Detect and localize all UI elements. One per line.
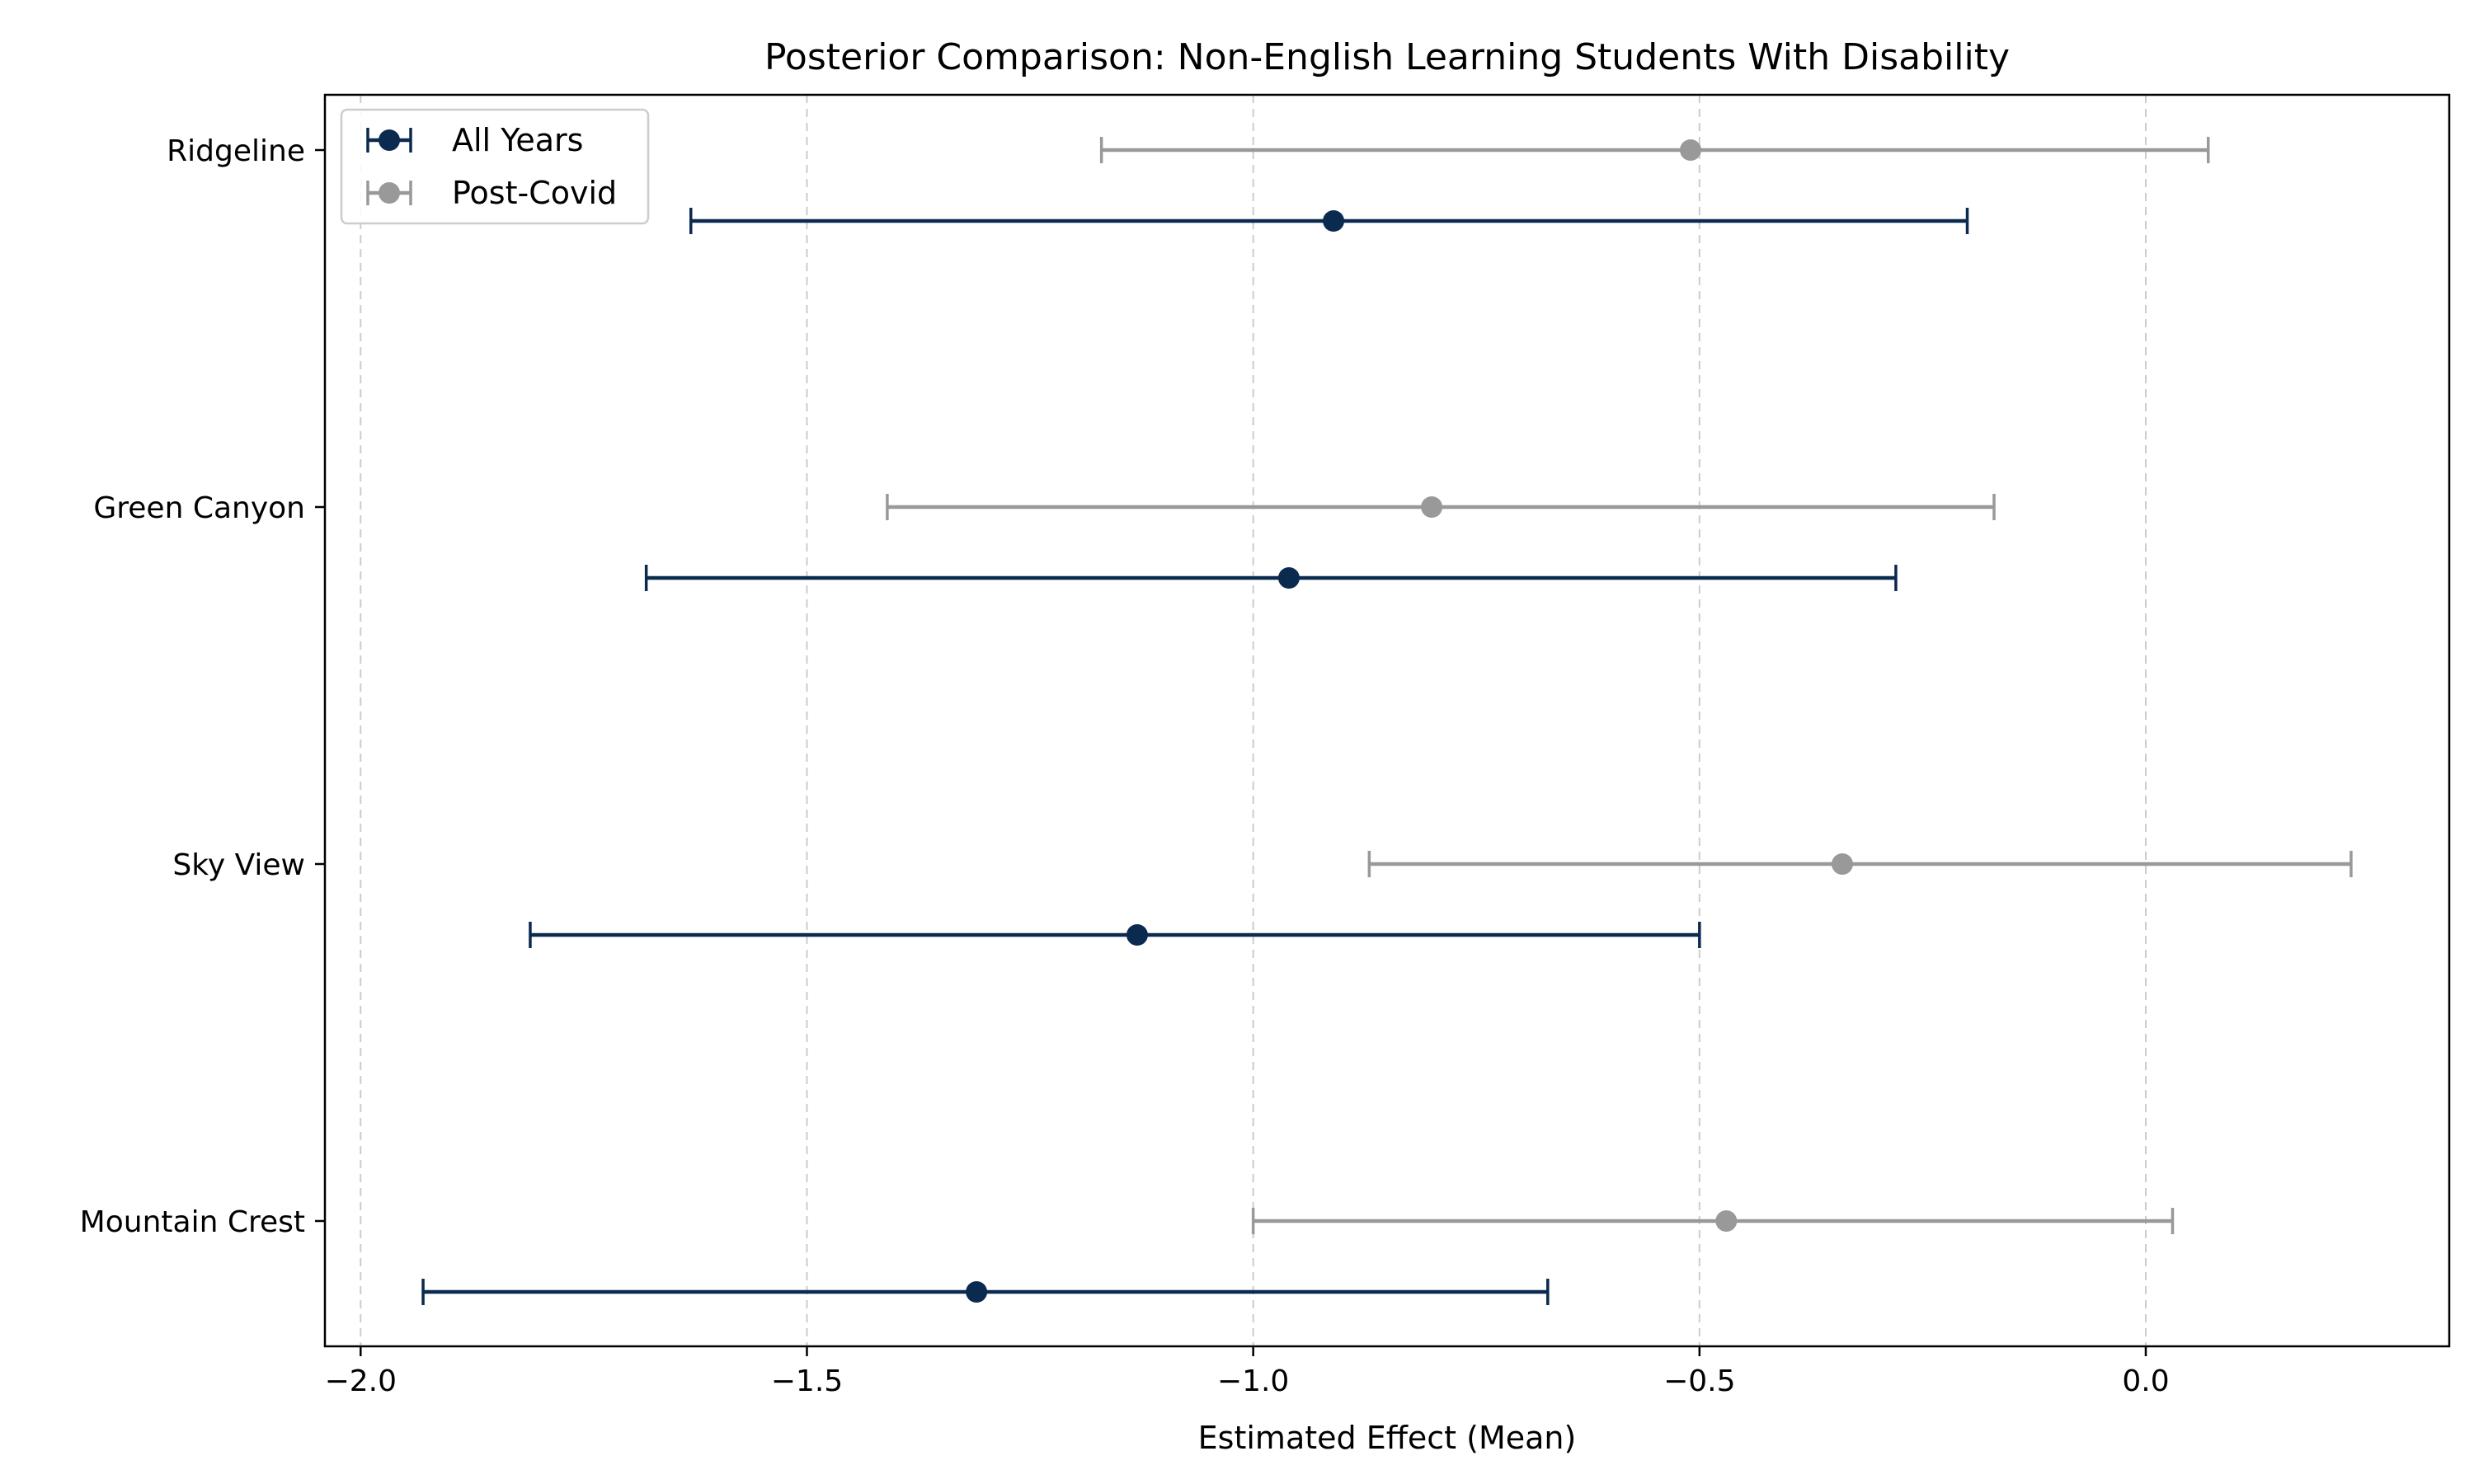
grid-lines: [360, 95, 2147, 1346]
y-tick-label: Mountain Crest: [80, 1205, 305, 1239]
errorbar-1-3: [1251, 1208, 2175, 1234]
legend-label: All Years: [452, 122, 583, 158]
y-tick-label: Sky View: [172, 848, 305, 882]
series-layer: [421, 137, 2353, 1305]
x-tick-label: −2.0: [325, 1364, 397, 1398]
legend-item: All Years: [366, 122, 583, 158]
mean-point: [1421, 496, 1443, 518]
errorbar-1-2: [1367, 851, 2353, 877]
x-tick-label: −1.0: [1217, 1364, 1289, 1398]
x-tick-label: −0.5: [1663, 1364, 1735, 1398]
errorbar-0-0: [689, 208, 1969, 234]
legend: All Years Post-Covid: [340, 108, 650, 225]
legend-swatch-marker: [379, 182, 400, 204]
errorbar-0-1: [644, 565, 1898, 591]
errorbar-0-3: [421, 1279, 1550, 1305]
legend-label: Post-Covid: [452, 175, 617, 211]
chart-title: Posterior Comparison: Non-English Learni…: [764, 36, 2010, 78]
x-tick-label: 0.0: [2122, 1364, 2169, 1398]
errorbar-1-0: [1099, 137, 2210, 163]
plot-area-frame: [323, 93, 2451, 1348]
mean-point: [1715, 1210, 1738, 1232]
errorbar-0-2: [529, 922, 1701, 948]
mean-point: [1126, 924, 1148, 946]
legend-item: Post-Covid: [366, 175, 617, 211]
legend-frame: [340, 108, 650, 225]
y-tick-label: Ridgeline: [167, 134, 305, 168]
y-tick-label: Green Canyon: [93, 491, 305, 525]
x-tick-label: −1.5: [771, 1364, 843, 1398]
mean-point: [1277, 567, 1300, 589]
legend-swatch-marker: [379, 129, 400, 151]
errorbar-1-1: [886, 494, 1996, 520]
mean-point: [966, 1281, 988, 1303]
mean-point: [1832, 853, 1853, 875]
x-axis-label: Estimated Effect (Mean): [1198, 1420, 1577, 1456]
mean-point: [1680, 139, 1701, 161]
axes: −2.0 −1.5 −1.0 −0.5 0.0 Ridgeline Green Canyon…: [80, 134, 2170, 1398]
mean-point: [1323, 210, 1345, 232]
